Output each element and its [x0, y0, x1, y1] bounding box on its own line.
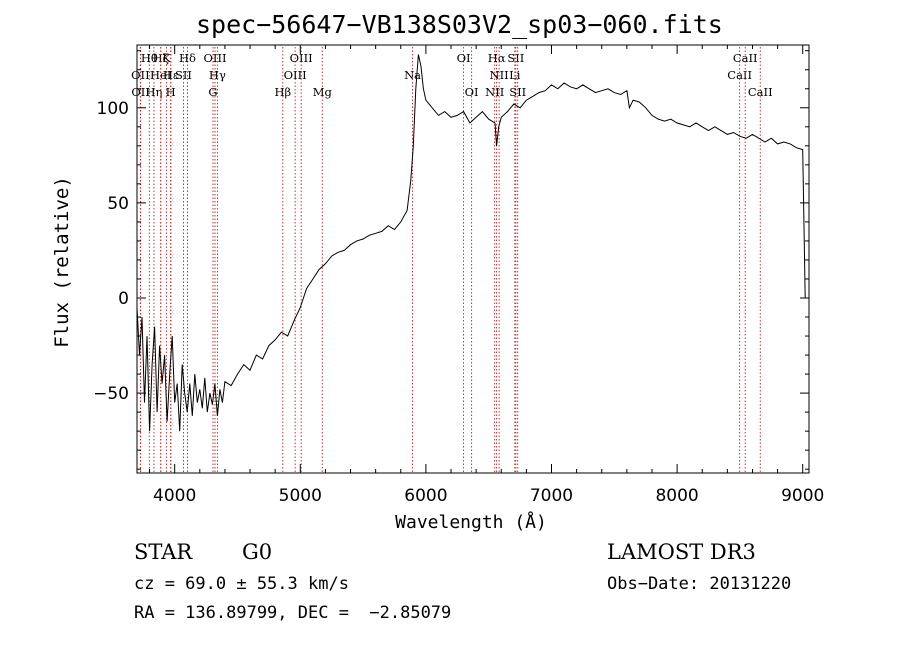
line-marker-label: OIII	[203, 51, 226, 65]
line-marker-label: K	[162, 51, 171, 65]
line-marker-label: Hε	[163, 68, 179, 82]
line-marker-label: OI	[457, 51, 471, 65]
line-marker-label: Hη	[145, 85, 162, 99]
redshift-text: cz = 69.0 ± 55.3 km/s	[134, 574, 349, 594]
y-tick-label: −50	[93, 384, 129, 404]
line-marker-label: Li	[509, 68, 521, 82]
flux-series-line	[136, 54, 806, 432]
line-markers: OIIOIIHθHηHζHeIKHHεSIIHδGOIIIHγHβOIIIOII…	[131, 47, 773, 473]
x-axis-label: Wavelength (Å)	[395, 511, 547, 533]
line-marker-label: CaII	[748, 85, 773, 99]
line-marker-label: NII	[485, 85, 504, 99]
object-subclass: G0	[242, 540, 273, 564]
line-marker-label: Hγ	[209, 68, 226, 82]
y-tick-label: 50	[107, 194, 129, 214]
line-marker-label: Hα	[488, 51, 506, 65]
line-marker-label: SII	[509, 85, 526, 99]
line-marker-label: Hδ	[179, 51, 196, 65]
line-marker-label: Na	[404, 68, 421, 82]
line-marker-label: CaII	[733, 51, 758, 65]
line-marker-label: Mg	[313, 85, 333, 99]
chart-title: spec−56647−VB138S03V2_sp03−060.fits	[196, 10, 723, 39]
x-tick-label: 5000	[279, 486, 322, 506]
x-tick-label: 7000	[530, 486, 573, 506]
line-marker-label: CaII	[727, 68, 752, 82]
object-class: STAR	[134, 540, 193, 564]
plot-frame	[136, 44, 810, 474]
line-marker-label: OI	[465, 85, 479, 99]
y-tick-label: 100	[97, 99, 129, 119]
line-marker-label: OIII	[284, 68, 307, 82]
line-marker-label: H	[166, 85, 176, 99]
x-tick-label: 6000	[404, 486, 447, 506]
x-tick-label: 8000	[655, 486, 698, 506]
line-marker-label: SII	[175, 68, 192, 82]
y-axis-label: Flux (relative)	[51, 176, 73, 348]
line-marker-label: OIII	[290, 51, 313, 65]
y-tick-label: 0	[118, 289, 129, 309]
survey-name: LAMOST DR3	[607, 540, 756, 564]
line-marker-label: Hβ	[274, 85, 291, 99]
line-marker-label: NII	[490, 68, 509, 82]
x-tick-label: 4000	[153, 486, 196, 506]
line-marker-label: G	[208, 85, 217, 99]
observation-date: Obs−Date: 20131220	[607, 574, 792, 594]
axes: 4000 5000 6000 7000 8000 9000 −50 0 50 100	[93, 45, 824, 506]
line-marker-label: SII	[507, 51, 524, 65]
coordinates-text: RA = 136.89799, DEC = −2.85079	[134, 603, 452, 623]
line-marker-label: OII	[131, 85, 150, 99]
x-tick-label: 9000	[781, 486, 824, 506]
